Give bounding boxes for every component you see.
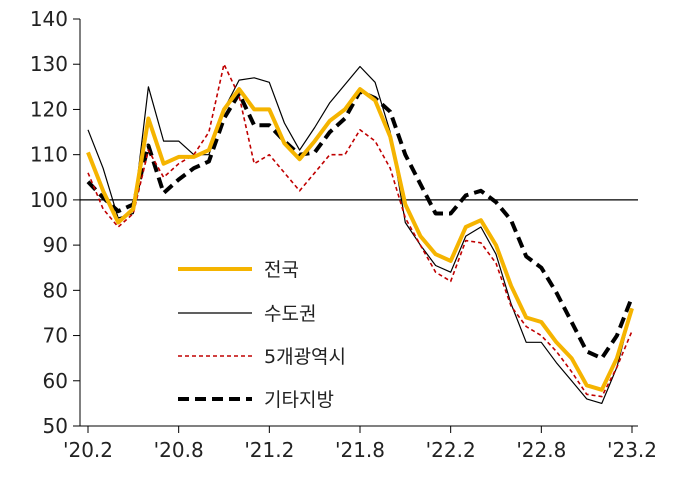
legend-label-1: 전국: [264, 259, 299, 281]
x-tick-label: '22.8: [516, 438, 566, 462]
x-tick-label: '21.8: [335, 438, 385, 462]
series-line-1: [86, 87, 634, 392]
x-tick-label: '20.8: [154, 438, 204, 462]
y-tick-label: 100: [30, 188, 68, 212]
y-tick-label: 130: [30, 52, 68, 76]
series-line-3: [87, 63, 633, 398]
y-tick-label: 90: [43, 233, 68, 257]
x-tick-label: '20.2: [63, 438, 113, 462]
x-tick-label: '23.2: [607, 438, 657, 462]
legend-label-2: 수도권: [264, 303, 316, 325]
series-line-2: [87, 65, 633, 404]
y-tick-label: 110: [30, 143, 68, 167]
legend-label-3: 5개광역시: [264, 346, 346, 368]
y-tick-label: 70: [43, 324, 68, 348]
legend-label-4: 기타지방: [264, 389, 334, 411]
y-tick-label: 80: [43, 278, 68, 302]
series-lines: [86, 63, 634, 404]
y-tick-label: 120: [30, 97, 68, 121]
series-line-4: [86, 89, 634, 361]
y-tick-label: 60: [43, 369, 68, 393]
axes: 50 60 70 80 90 100 110 120 130 140 '20.2 '20.8 '21.2…: [30, 7, 657, 462]
y-tick-label: 50: [43, 414, 68, 438]
x-tick-label: '21.2: [244, 438, 294, 462]
x-tick-label: '22.2: [426, 438, 476, 462]
y-tick-label: 140: [30, 7, 68, 31]
